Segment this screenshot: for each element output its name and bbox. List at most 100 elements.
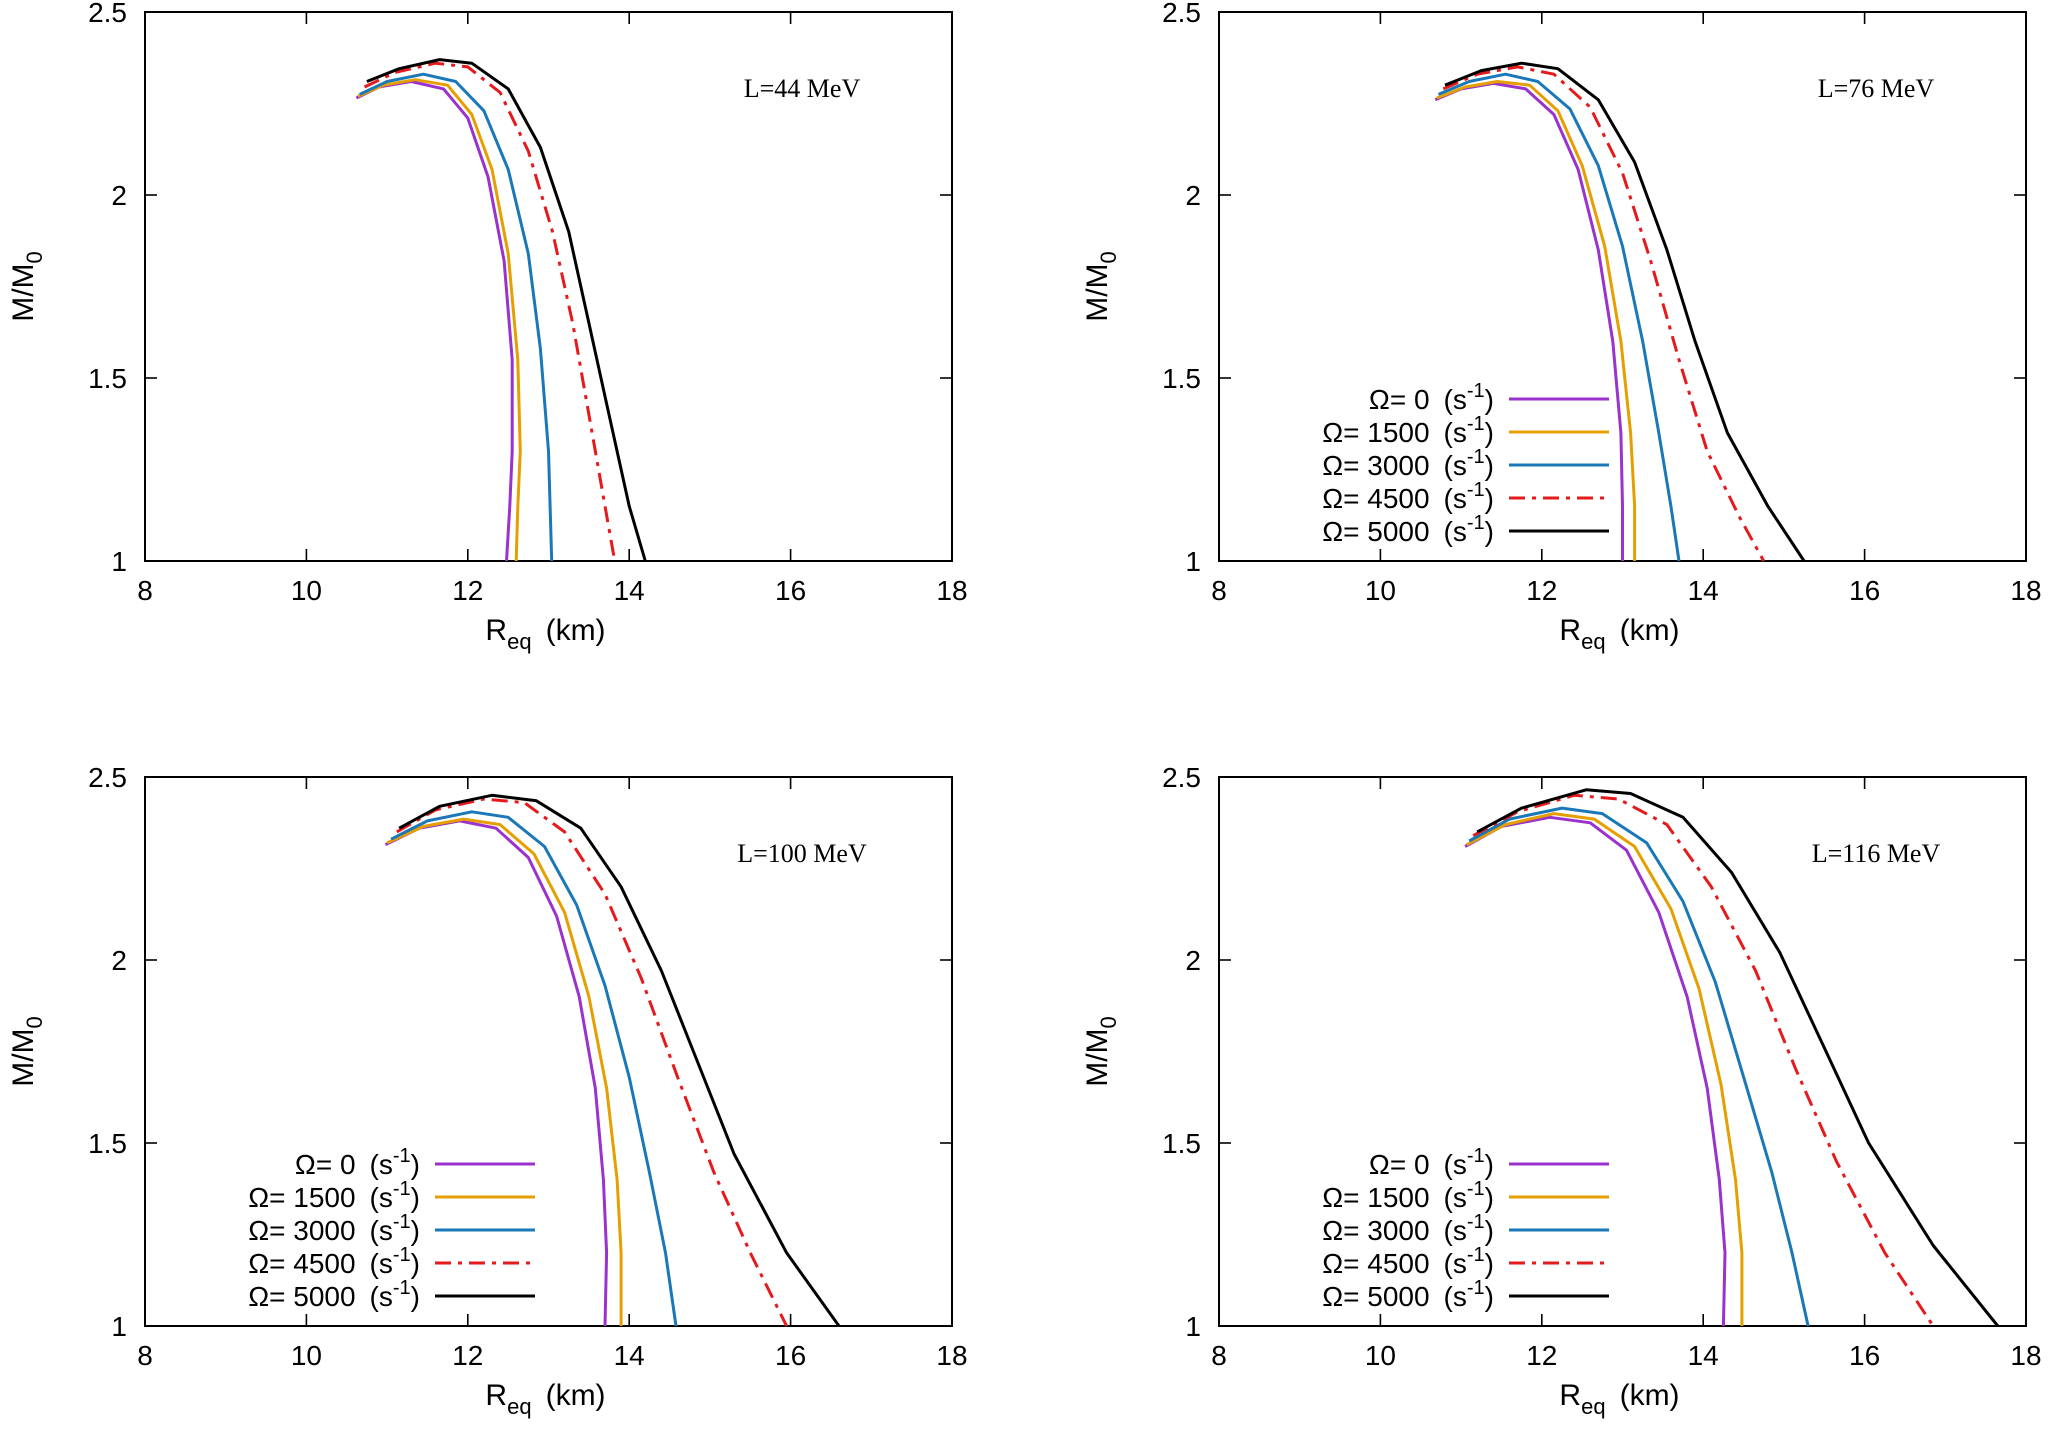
legend-value: 0 (1414, 384, 1430, 415)
legend-unit-open: (s (1444, 450, 1467, 481)
x-axis-label-unit: (km) (1620, 1379, 1680, 1412)
x-tick-label: 14 (614, 575, 645, 606)
y-tick-label: 1.5 (88, 363, 127, 394)
x-tick-label: 8 (137, 575, 153, 606)
legend-unit-exp: -1 (393, 1211, 411, 1233)
legend-unit-exp: -1 (1467, 512, 1485, 534)
legend-unit-close: ) (1485, 1215, 1494, 1246)
legend-value: 4500 (293, 1248, 355, 1279)
legend-unit-open: (s (1444, 1215, 1467, 1246)
y-axis-label: M/M0 (1081, 251, 1121, 322)
y-axis-label: M/M0 (1081, 1016, 1121, 1087)
y-axis-label: M/M0 (7, 1016, 47, 1087)
x-tick-label: 10 (1365, 1340, 1396, 1371)
x-axis-label-unit: (km) (546, 614, 606, 647)
y-tick-label: 2 (1185, 945, 1201, 976)
legend-unit-close: ) (411, 1281, 420, 1312)
series-line-omega-1500 (1466, 812, 1744, 1326)
legend-unit-exp: -1 (1467, 479, 1485, 501)
legend-unit-close: ) (411, 1215, 420, 1246)
y-axis-label-main: M/M (7, 263, 40, 321)
series-line-omega-1500 (386, 817, 623, 1326)
legend-unit-exp: -1 (393, 1244, 411, 1266)
legend-item-omega-3000: Ω= 3000 (s-1) (1322, 1211, 1609, 1246)
legend-value: 3000 (293, 1215, 355, 1246)
series-line-omega-3000 (1437, 72, 1681, 562)
y-tick-label: 2 (111, 945, 127, 976)
legend-item-omega-4500: Ω= 4500 (s-1) (248, 1244, 535, 1279)
legend-value: 5000 (1367, 516, 1429, 547)
x-axis-label: Req (km) (485, 1379, 605, 1419)
x-tick-label: 8 (137, 1340, 153, 1371)
panel-annotation: L=44 MeV (744, 74, 861, 103)
legend-unit-close: ) (411, 1149, 420, 1180)
x-axis-label-sub: eq (507, 1394, 531, 1419)
y-tick-label: 2.5 (1162, 762, 1201, 793)
x-tick-label: 14 (1688, 1340, 1719, 1371)
legend-unit-exp: -1 (1467, 1211, 1485, 1233)
legend-item-omega-0: Ω= 0 (s-1) (1369, 1145, 1609, 1180)
legend-item-omega-5000: Ω= 5000 (s-1) (248, 1277, 535, 1312)
legend-label: Ω= 3000 (s-1) (1322, 1211, 1494, 1246)
legend-item-omega-0: Ω= 0 (s-1) (295, 1145, 535, 1180)
x-axis-label-sub: eq (1581, 1394, 1605, 1419)
x-tick-label: 16 (775, 575, 806, 606)
y-tick-label: 1.5 (1162, 363, 1201, 394)
y-tick-label: 1.5 (88, 1128, 127, 1159)
legend-label: Ω= 1500 (s-1) (1322, 1178, 1494, 1213)
panel-annotation: L=100 MeV (737, 839, 867, 868)
legend-unit-close: ) (1485, 1149, 1494, 1180)
legend-label: Ω= 0 (s-1) (1369, 380, 1494, 415)
legend-item-omega-1500: Ω= 1500 (s-1) (1322, 413, 1609, 448)
legend-unit-close: ) (1485, 1248, 1494, 1279)
legend-omega-symbol: Ω= (1322, 483, 1367, 514)
legend-unit-exp: -1 (393, 1178, 411, 1200)
legend-unit-close: ) (1485, 1281, 1494, 1312)
series-line-omega-5000 (366, 58, 647, 562)
x-axis-label: Req (km) (1559, 614, 1679, 654)
legend: Ω= 0 (s-1)Ω= 1500 (s-1)Ω= 3000 (s-1)Ω= 4500… (248, 1145, 535, 1312)
x-tick-label: 12 (452, 575, 483, 606)
legend-value: 0 (340, 1149, 356, 1180)
legend-unit-close: ) (1485, 1182, 1494, 1213)
legend-unit-open: (s (1444, 1182, 1467, 1213)
x-tick-label: 10 (1365, 575, 1396, 606)
legend-label: Ω= 4500 (s-1) (1322, 1244, 1494, 1279)
x-tick-label: 10 (291, 575, 322, 606)
legend-value: 1500 (293, 1182, 355, 1213)
x-axis-label: Req (km) (1559, 1379, 1679, 1419)
legend-omega-symbol: Ω= (1322, 1281, 1367, 1312)
legend-value: 4500 (1367, 483, 1429, 514)
legend-label: Ω= 4500 (s-1) (248, 1244, 420, 1279)
x-tick-label: 12 (452, 1340, 483, 1371)
legend-label: Ω= 5000 (s-1) (1322, 1277, 1494, 1312)
legend-value: 1500 (1367, 417, 1429, 448)
panel-annotation: L=116 MeV (1812, 839, 1941, 868)
legend-item-omega-3000: Ω= 3000 (s-1) (1322, 446, 1609, 481)
legend-omega-symbol: Ω= (1369, 1149, 1414, 1180)
legend-unit-exp: -1 (1467, 413, 1485, 435)
legend-value: 3000 (1367, 1215, 1429, 1246)
legend: Ω= 0 (s-1)Ω= 1500 (s-1)Ω= 3000 (s-1)Ω= 4500… (1322, 380, 1609, 547)
legend-item-omega-5000: Ω= 5000 (s-1) (1322, 1277, 1609, 1312)
legend-unit-exp: -1 (1467, 1244, 1485, 1266)
y-axis-label: M/M0 (7, 251, 47, 322)
legend-unit-exp: -1 (1467, 446, 1485, 468)
x-tick-label: 16 (1849, 575, 1880, 606)
x-tick-label: 16 (1849, 1340, 1880, 1371)
legend-item-omega-4500: Ω= 4500 (s-1) (1322, 1244, 1609, 1279)
legend-omega-symbol: Ω= (295, 1149, 340, 1180)
legend-label: Ω= 3000 (s-1) (1322, 446, 1494, 481)
legend-unit-exp: -1 (1467, 380, 1485, 402)
x-axis-label-unit: (km) (1620, 614, 1680, 647)
series-line-omega-0 (355, 80, 514, 562)
plot-frame (144, 11, 953, 562)
y-tick-label: 2.5 (1162, 0, 1201, 28)
legend-unit-open: (s (1444, 384, 1467, 415)
y-axis-label-sub: 0 (22, 251, 47, 263)
series-line-omega-5000 (1476, 788, 1999, 1327)
legend-label: Ω= 0 (s-1) (1369, 1145, 1494, 1180)
x-tick-label: 10 (291, 1340, 322, 1371)
